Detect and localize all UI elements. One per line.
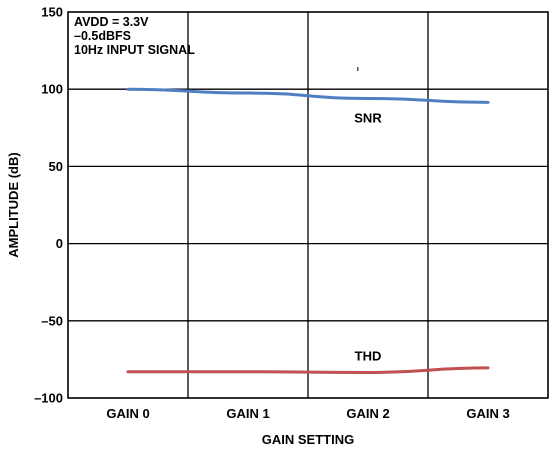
stray-mark [357, 67, 359, 71]
y-tick-labels: 150 100 50 0 –50 –100 [34, 5, 63, 406]
y-tick-label: 0 [56, 236, 63, 251]
x-tick-label: GAIN 0 [106, 406, 149, 421]
series-label-snr: SNR [354, 110, 382, 125]
y-tick-label: –50 [41, 313, 63, 328]
series-lines [126, 87, 490, 375]
y-tick-label: 50 [49, 159, 63, 174]
series-label-thd: THD [355, 349, 382, 364]
series-labels: SNR THD [354, 110, 382, 363]
y-tick-label: 100 [41, 82, 63, 97]
y-axis-title: AMPLITUDE (dB) [6, 152, 21, 257]
x-axis-title: GAIN SETTING [262, 432, 354, 447]
grid [68, 12, 548, 398]
x-tick-labels: GAIN 0 GAIN 1 GAIN 2 GAIN 3 [106, 406, 509, 421]
annotation-line: –0.5dBFS [74, 29, 131, 43]
x-tick-label: GAIN 3 [466, 406, 509, 421]
x-tick-label: GAIN 2 [346, 406, 389, 421]
annotation-line: AVDD = 3.3V [74, 15, 149, 29]
series-line-snr [126, 87, 490, 104]
y-tick-label: –100 [34, 391, 63, 406]
annotation-line: 10Hz INPUT SIGNAL [74, 43, 195, 57]
y-tick-label: 150 [41, 5, 63, 20]
series-line-thd [126, 366, 490, 375]
x-tick-label: GAIN 1 [226, 406, 269, 421]
plot-frame [67, 11, 549, 399]
